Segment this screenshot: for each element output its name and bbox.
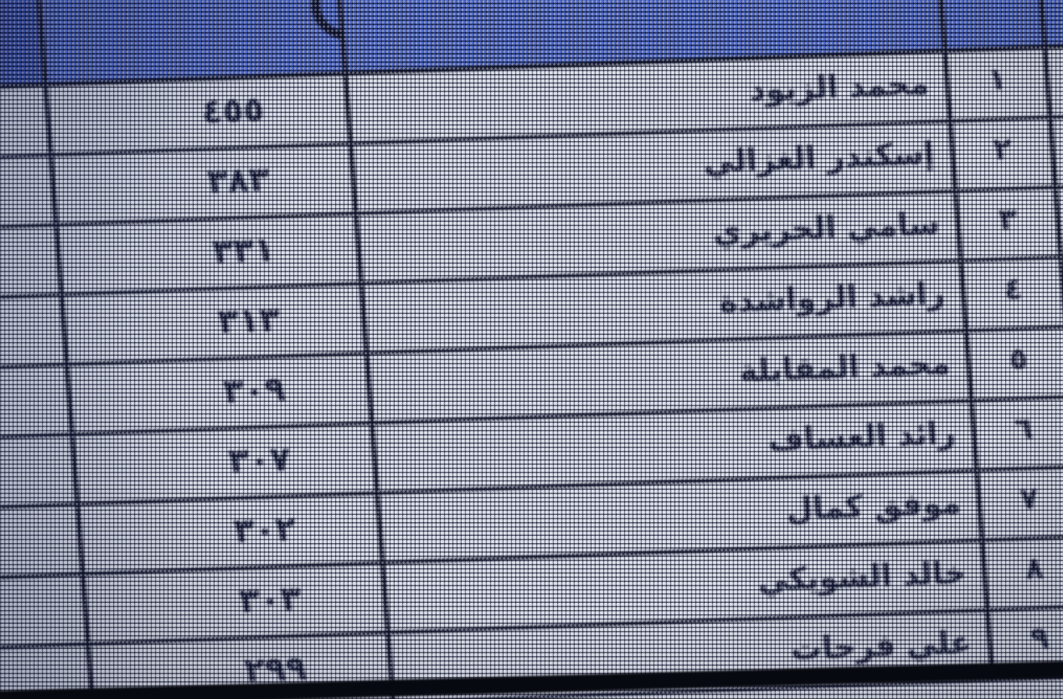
rank-cell: ٥ xyxy=(968,328,1063,399)
empty-cell xyxy=(0,156,59,229)
empty-cell xyxy=(0,436,80,508)
rank-cell: ٧ xyxy=(979,468,1063,539)
empty-cell xyxy=(0,575,91,648)
score-cell: ٣٣١ xyxy=(58,215,364,293)
score-cell: ٣٠٢ xyxy=(80,494,385,572)
score-cell: ٣٨٣ xyxy=(53,145,359,223)
empty-cell xyxy=(0,506,86,578)
rank-cell: ٦ xyxy=(974,398,1063,469)
score-cell: ٣٠٩ xyxy=(69,355,375,433)
score-cell: ٣٠٣ xyxy=(85,564,391,642)
header-cell-score xyxy=(34,0,348,83)
empty-cell xyxy=(0,296,70,369)
rank-cell: ٨ xyxy=(984,538,1063,609)
rank-cell: ٣ xyxy=(958,189,1063,259)
empty-cell xyxy=(0,226,64,299)
header-cell-corner xyxy=(0,0,48,88)
rank-cell: ٤ xyxy=(963,259,1063,329)
rank-cell: ١ xyxy=(947,49,1053,120)
empty-cell xyxy=(0,366,75,438)
score-cell: ٤٥٥ xyxy=(48,75,353,153)
empty-cell xyxy=(0,86,54,159)
score-cell: ٣٠٧ xyxy=(74,424,380,503)
score-cell: ٣١٣ xyxy=(64,285,369,363)
header-cell-rank xyxy=(934,0,1048,49)
rank-cell: ٢ xyxy=(952,119,1058,189)
header-partial-glyph-icon xyxy=(307,0,348,43)
